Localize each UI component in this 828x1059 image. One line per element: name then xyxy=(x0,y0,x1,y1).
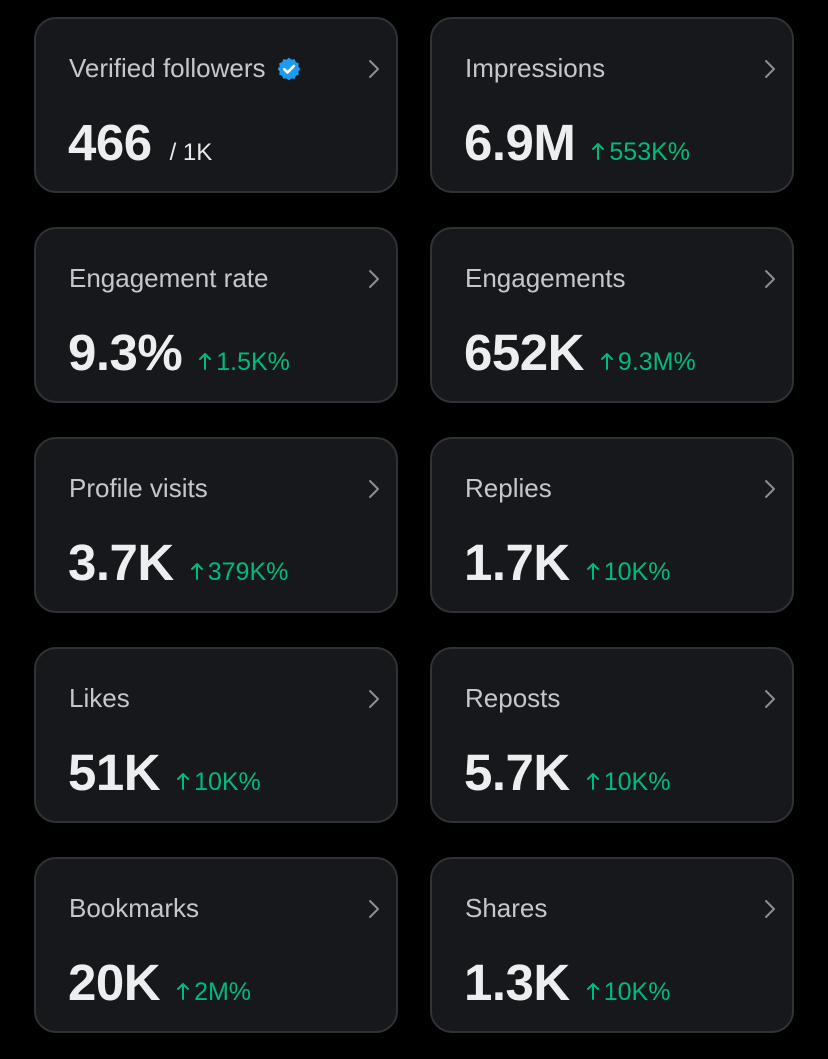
metric-change: 10K% xyxy=(586,978,671,1007)
metric-change: 9.3M% xyxy=(600,348,696,377)
metrics-grid: Verified followers 466 / 1K Impressions … xyxy=(34,17,794,1033)
metric-card-engagement-rate[interactable]: Engagement rate 9.3% 1.5K% xyxy=(34,227,398,403)
metric-label: Bookmarks xyxy=(69,893,200,923)
metric-change: 2M% xyxy=(176,978,251,1007)
metric-label: Engagements xyxy=(465,263,626,293)
metric-card-verified-followers[interactable]: Verified followers 466 / 1K xyxy=(34,17,398,193)
metric-change-value: 553K% xyxy=(609,138,691,166)
metric-change-value: 1.5K% xyxy=(216,348,290,376)
chevron-right-icon xyxy=(765,900,775,918)
metric-value-row: 9.3% 1.5K% xyxy=(68,323,290,382)
metric-card-profile-visits[interactable]: Profile visits 3.7K 379K% xyxy=(34,437,398,613)
chevron-right-icon xyxy=(369,690,379,708)
metric-value: 6.9M xyxy=(464,114,576,171)
metric-value-row: 6.9M 553K% xyxy=(464,113,690,172)
metric-label: Impressions xyxy=(465,53,606,83)
chevron-right-icon xyxy=(369,900,379,918)
metric-value: 5.7K xyxy=(464,744,570,801)
metric-value-row: 652K 9.3M% xyxy=(464,323,696,382)
arrow-up-icon xyxy=(586,982,599,1000)
metric-change: 10K% xyxy=(176,768,261,797)
metric-change: 10K% xyxy=(586,768,671,797)
chevron-right-icon xyxy=(765,270,775,288)
metric-card-replies[interactable]: Replies 1.7K 10K% xyxy=(430,437,794,613)
metric-value: 3.7K xyxy=(68,534,174,591)
metric-label-row: Profile visits xyxy=(69,473,208,504)
chevron-right-icon xyxy=(369,60,379,78)
metric-label: Verified followers xyxy=(69,53,266,83)
metric-label-row: Engagements xyxy=(465,263,625,294)
metric-value-row: 1.3K 10K% xyxy=(464,953,670,1012)
metric-label-row: Shares xyxy=(465,893,547,924)
metric-change-value: 10K% xyxy=(603,558,671,586)
metric-label: Engagement rate xyxy=(69,263,269,293)
metric-value-row: 5.7K 10K% xyxy=(464,743,670,802)
metric-value: 652K xyxy=(464,324,584,381)
metric-label: Replies xyxy=(465,473,552,503)
metric-card-reposts[interactable]: Reposts 5.7K 10K% xyxy=(430,647,794,823)
metric-card-impressions[interactable]: Impressions 6.9M 553K% xyxy=(430,17,794,193)
metric-value-row: 51K 10K% xyxy=(68,743,261,802)
metric-change-value: 10K% xyxy=(194,768,261,796)
metric-label: Likes xyxy=(69,683,130,713)
arrow-up-icon xyxy=(177,982,190,1000)
metric-label: Reposts xyxy=(465,683,561,713)
metric-change-value: 10K% xyxy=(603,978,671,1006)
metric-label: Profile visits xyxy=(69,473,208,503)
metric-label-row: Reposts xyxy=(465,683,560,714)
verified-badge-icon xyxy=(277,57,300,80)
chevron-right-icon xyxy=(765,60,775,78)
arrow-up-icon xyxy=(190,562,203,580)
metric-change-value: 2M% xyxy=(194,978,252,1006)
metric-value-row: 1.7K 10K% xyxy=(464,533,670,592)
arrow-up-icon xyxy=(586,562,599,580)
metric-label-row: Impressions xyxy=(465,53,605,84)
chevron-right-icon xyxy=(369,480,379,498)
metric-change: 553K% xyxy=(591,138,690,167)
metric-change-value: 379K% xyxy=(207,558,289,586)
metric-value: 20K xyxy=(68,954,161,1011)
arrow-up-icon xyxy=(177,772,190,790)
chevron-right-icon xyxy=(765,480,775,498)
arrow-up-icon xyxy=(600,352,613,370)
metric-value: 1.3K xyxy=(464,954,570,1011)
metric-card-bookmarks[interactable]: Bookmarks 20K 2M% xyxy=(34,857,398,1033)
metric-label: Shares xyxy=(465,893,548,923)
metric-card-engagements[interactable]: Engagements 652K 9.3M% xyxy=(430,227,794,403)
metric-change: 1.5K% xyxy=(198,348,290,377)
metric-label-row: Engagement rate xyxy=(69,263,268,294)
metric-value-row: 466 / 1K xyxy=(68,113,212,172)
metric-change-value: 9.3M% xyxy=(617,348,696,376)
metric-label-row: Bookmarks xyxy=(69,893,199,924)
arrow-up-icon xyxy=(199,352,212,370)
metric-value-row: 3.7K 379K% xyxy=(68,533,288,592)
metric-card-shares[interactable]: Shares 1.3K 10K% xyxy=(430,857,794,1033)
chevron-right-icon xyxy=(369,270,379,288)
arrow-up-icon xyxy=(586,772,599,790)
metric-goal: / 1K xyxy=(169,139,213,166)
metric-change: 10K% xyxy=(586,558,671,587)
metric-value: 1.7K xyxy=(464,534,570,591)
metric-card-likes[interactable]: Likes 51K 10K% xyxy=(34,647,398,823)
metric-value: 9.3% xyxy=(68,324,183,381)
metric-label-row: Replies xyxy=(465,473,552,504)
metric-change-value: 10K% xyxy=(603,768,671,796)
metric-label-row: Likes xyxy=(69,683,130,714)
metric-label-row: Verified followers xyxy=(69,53,302,84)
metric-value: 466 xyxy=(68,114,152,171)
chevron-right-icon xyxy=(765,690,775,708)
arrow-up-icon xyxy=(592,142,605,160)
metric-value-row: 20K 2M% xyxy=(68,953,251,1012)
metric-change: 379K% xyxy=(190,558,289,587)
metric-value: 51K xyxy=(68,744,161,801)
